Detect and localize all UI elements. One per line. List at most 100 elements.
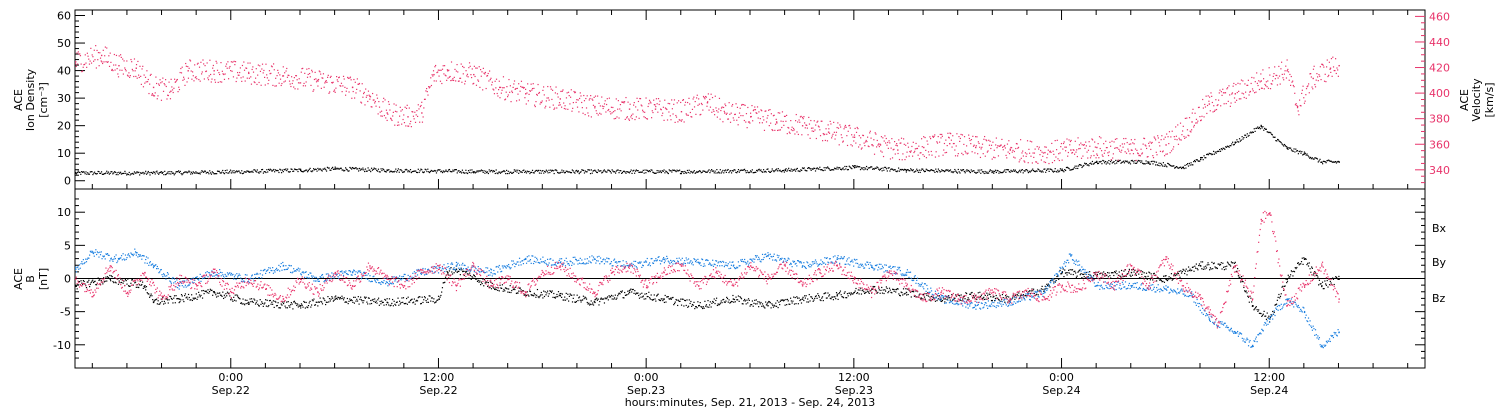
- velocity-sample: [348, 91, 349, 92]
- bx-sample: [451, 271, 452, 272]
- density-sample: [848, 169, 849, 170]
- velocity-sample: [1254, 92, 1255, 93]
- velocity-sample: [814, 129, 815, 130]
- velocity-sample: [1116, 138, 1117, 139]
- velocity-sample: [1163, 139, 1164, 140]
- velocity-sample: [884, 140, 885, 141]
- velocity-sample: [806, 125, 807, 126]
- density-sample: [181, 173, 182, 174]
- density-sample: [156, 171, 157, 172]
- density-sample: [1092, 161, 1093, 162]
- density-sample: [1038, 169, 1039, 170]
- velocity-sample: [1050, 151, 1051, 152]
- density-sample: [810, 168, 811, 169]
- velocity-sample: [945, 140, 946, 141]
- bx-sample: [366, 297, 367, 298]
- velocity-sample: [393, 103, 394, 104]
- velocity-sample: [661, 115, 662, 116]
- top-ylabel-line3: [cm⁻³]: [37, 82, 50, 118]
- bx-sample: [756, 303, 757, 304]
- velocity-sample: [1133, 153, 1134, 154]
- velocity-sample: [162, 81, 163, 82]
- bx-sample: [423, 299, 424, 300]
- velocity-sample: [648, 106, 649, 107]
- density-sample: [1257, 126, 1258, 127]
- velocity-sample: [1035, 149, 1036, 150]
- bx-sample: [91, 281, 92, 282]
- bx-sample: [664, 302, 665, 303]
- bx-sample: [321, 302, 322, 303]
- velocity-sample: [1332, 57, 1333, 58]
- bx-sample: [246, 303, 247, 304]
- velocity-sample: [994, 157, 995, 158]
- bx-sample: [658, 294, 659, 295]
- velocity-sample: [1269, 67, 1270, 68]
- velocity-sample: [1202, 99, 1203, 100]
- bx-sample: [721, 300, 722, 301]
- velocity-sample: [996, 147, 997, 148]
- velocity-sample: [342, 85, 343, 86]
- velocity-sample: [777, 130, 778, 131]
- density-sample: [823, 170, 824, 171]
- bx-sample: [609, 295, 610, 296]
- density-sample: [615, 173, 616, 174]
- velocity-sample: [324, 82, 325, 83]
- bx-sample: [352, 302, 353, 303]
- velocity-sample: [1021, 158, 1022, 159]
- velocity-sample: [346, 88, 347, 89]
- density-sample: [519, 170, 520, 171]
- velocity-sample: [1108, 155, 1109, 156]
- density-sample: [728, 169, 729, 170]
- velocity-sample: [1300, 105, 1301, 106]
- bx-sample: [257, 304, 258, 305]
- velocity-sample: [1021, 152, 1022, 153]
- bx-sample: [1081, 277, 1082, 278]
- velocity-sample: [401, 124, 402, 125]
- bx-sample: [751, 304, 752, 305]
- bx-sample: [981, 295, 982, 296]
- bx-sample: [285, 306, 286, 307]
- velocity-sample: [1140, 155, 1141, 156]
- bx-sample: [165, 303, 166, 304]
- bx-sample: [192, 300, 193, 301]
- velocity-sample: [1228, 85, 1229, 86]
- velocity-sample: [287, 77, 288, 78]
- velocity-sample: [234, 64, 235, 65]
- velocity-sample: [454, 77, 455, 78]
- bx-sample: [202, 297, 203, 298]
- density-sample: [460, 171, 461, 172]
- velocity-sample: [492, 82, 493, 83]
- velocity-sample: [1267, 80, 1268, 81]
- velocity-sample: [464, 83, 465, 84]
- bx-sample: [672, 297, 673, 298]
- velocity-sample: [949, 137, 950, 138]
- velocity-sample: [132, 70, 133, 71]
- density-sample: [787, 169, 788, 170]
- velocity-sample: [1020, 139, 1021, 140]
- bx-sample: [894, 291, 895, 292]
- density-sample: [504, 171, 505, 172]
- density-sample: [843, 167, 844, 168]
- density-sample: [1096, 161, 1097, 162]
- velocity-sample: [455, 80, 456, 81]
- velocity-sample: [841, 137, 842, 138]
- bx-sample: [88, 280, 89, 281]
- density-sample: [1283, 145, 1284, 146]
- density-sample: [1152, 161, 1153, 162]
- velocity-sample: [370, 96, 371, 97]
- density-sample: [757, 170, 758, 171]
- bx-sample: [242, 298, 243, 299]
- velocity-sample: [1093, 155, 1094, 156]
- bx-sample: [440, 297, 441, 298]
- bx-sample: [706, 304, 707, 305]
- velocity-sample: [888, 140, 889, 141]
- velocity-sample: [961, 153, 962, 154]
- velocity-sample: [385, 117, 386, 118]
- bx-sample: [983, 297, 984, 298]
- bx-sample: [754, 300, 755, 301]
- bx-sample: [121, 282, 122, 283]
- velocity-sample: [1100, 137, 1101, 138]
- bx-sample: [542, 294, 543, 295]
- bx-sample: [662, 300, 663, 301]
- velocity-sample: [530, 91, 531, 92]
